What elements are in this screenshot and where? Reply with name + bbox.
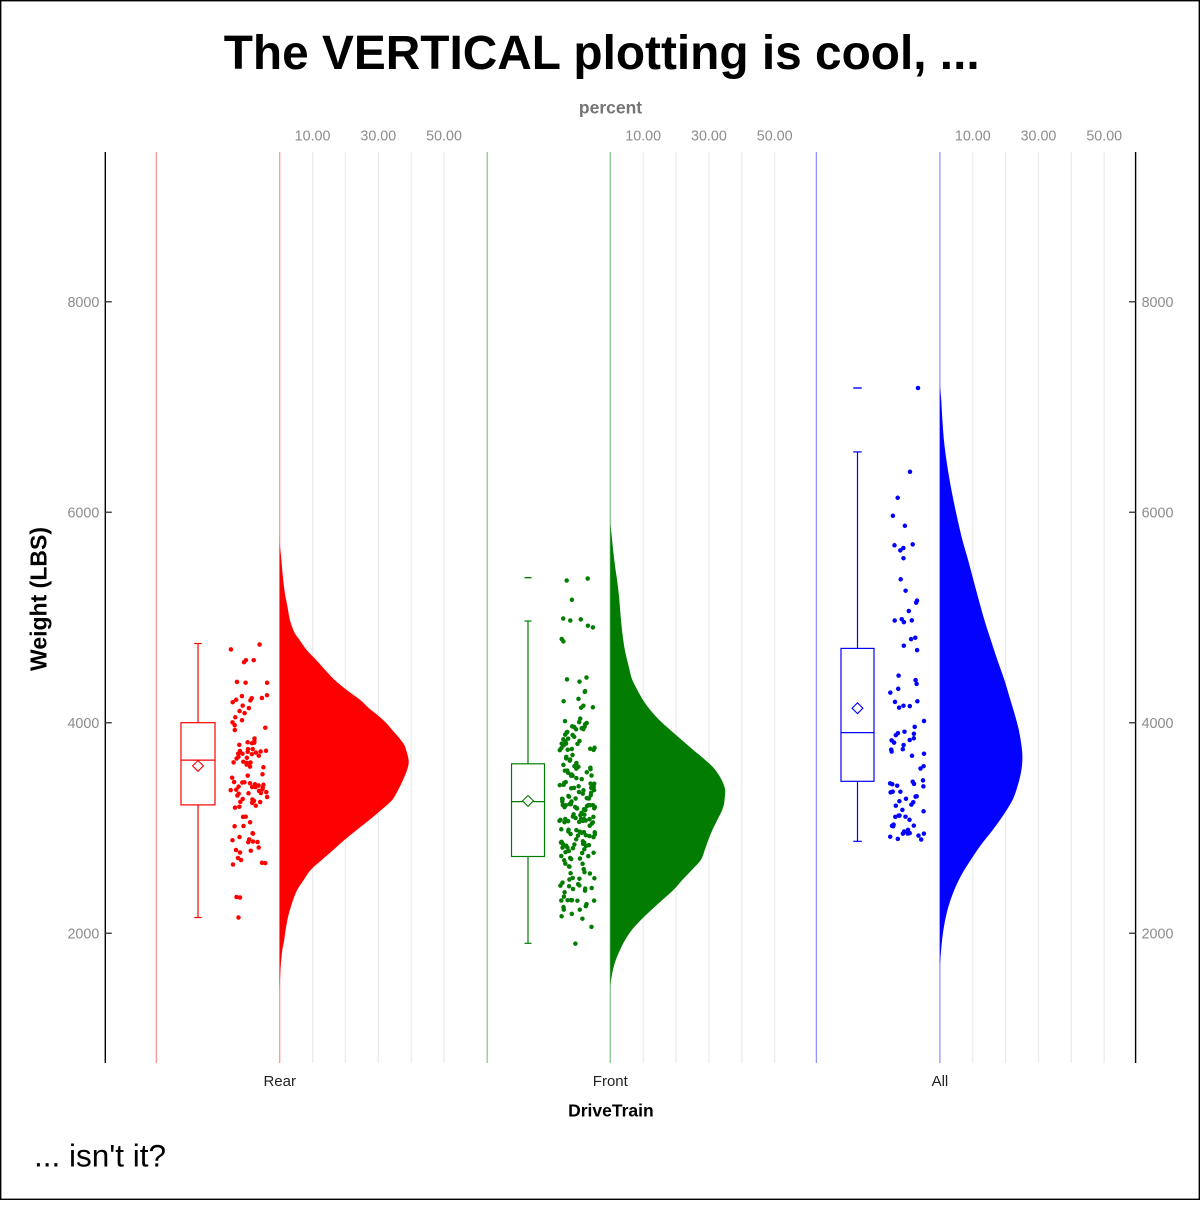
svg-text:10.00: 10.00 <box>955 129 991 145</box>
svg-text:All: All <box>932 1073 949 1090</box>
svg-text:percent: percent <box>579 98 642 118</box>
svg-text:8000: 8000 <box>1142 295 1174 311</box>
svg-text:2000: 2000 <box>1142 926 1174 942</box>
svg-text:50.00: 50.00 <box>426 129 462 145</box>
svg-text:10.00: 10.00 <box>625 129 661 145</box>
svg-text:DriveTrain: DriveTrain <box>568 1100 654 1120</box>
svg-text:50.00: 50.00 <box>1086 129 1122 145</box>
svg-text:50.00: 50.00 <box>757 129 793 145</box>
svg-text:Front: Front <box>593 1073 629 1090</box>
svg-text:8000: 8000 <box>67 295 99 311</box>
svg-text:30.00: 30.00 <box>1021 129 1057 145</box>
svg-text:4000: 4000 <box>67 716 99 732</box>
svg-text:Rear: Rear <box>263 1073 296 1090</box>
svg-text:... isn't it?: ... isn't it? <box>34 1138 166 1174</box>
svg-text:30.00: 30.00 <box>360 129 396 145</box>
svg-text:2000: 2000 <box>67 926 99 942</box>
svg-text:30.00: 30.00 <box>691 129 727 145</box>
svg-text:10.00: 10.00 <box>295 129 331 145</box>
svg-text:4000: 4000 <box>1142 716 1174 732</box>
svg-text:Weight (LBS): Weight (LBS) <box>26 527 52 671</box>
svg-text:The VERTICAL plotting is cool,: The VERTICAL plotting is cool, ... <box>224 27 980 80</box>
svg-text:6000: 6000 <box>67 505 99 521</box>
svg-text:6000: 6000 <box>1142 505 1174 521</box>
